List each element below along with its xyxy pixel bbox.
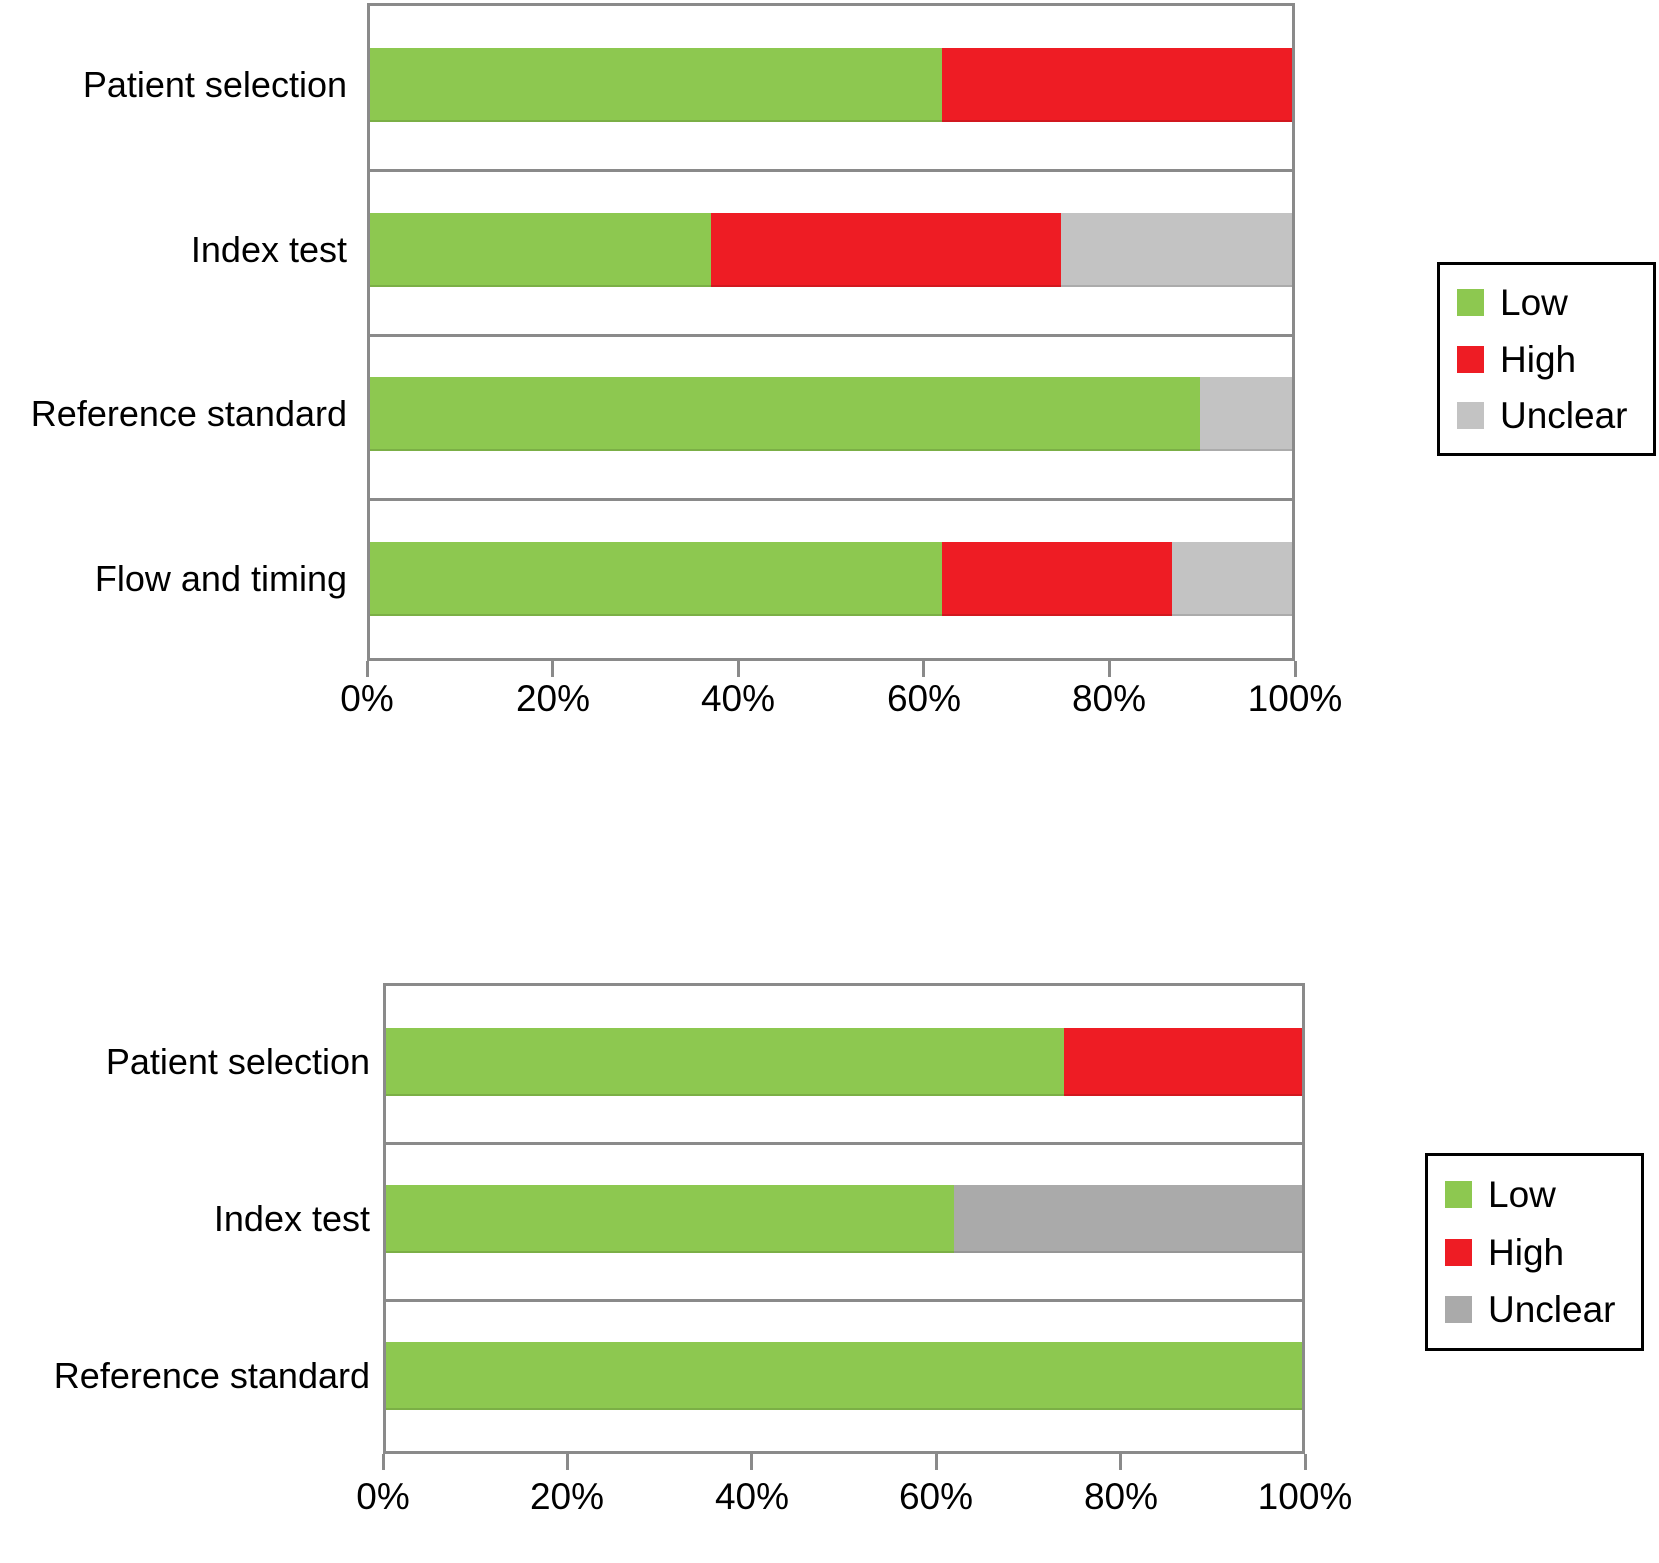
x-axis-tick-label: 0% — [340, 678, 394, 719]
bar-segment-low — [386, 1185, 954, 1253]
x-axis-tick-label: 40% — [714, 1476, 790, 1517]
bar-segment-low — [386, 1028, 1064, 1096]
category-label: Patient selection — [82, 64, 347, 105]
x-axis-tick — [1108, 661, 1111, 677]
legend-label: Unclear — [1488, 1288, 1616, 1330]
x-axis-tick-label: 80% — [1071, 678, 1147, 719]
legend-swatch-low-icon — [1445, 1181, 1472, 1209]
x-axis-tick-label: 0% — [356, 1476, 410, 1517]
legend-top: Low High Unclear — [1437, 262, 1656, 456]
legend-swatch-unclear-icon — [1457, 401, 1484, 429]
bar-top-4 — [370, 542, 1292, 616]
x-axis-tick — [922, 661, 925, 677]
legend-swatch-unclear-icon — [1445, 1295, 1472, 1323]
legend-swatch-high-icon — [1445, 1238, 1472, 1266]
x-axis-tick-label: 20% — [515, 678, 591, 719]
bar-bottom-2 — [386, 1185, 1302, 1253]
x-axis-tick — [935, 1454, 938, 1470]
bar-segment-high — [941, 48, 1292, 122]
x-axis-tick-label: 60% — [898, 1476, 974, 1517]
bar-segment-low — [386, 1342, 1302, 1410]
category-separator — [386, 1142, 1302, 1145]
bar-segment-high — [1063, 1028, 1302, 1096]
legend-bottom: Low High Unclear — [1425, 1153, 1644, 1351]
legend-label: Low — [1500, 282, 1568, 324]
bar-segment-high — [711, 213, 1062, 287]
legend-item-high: High — [1445, 1234, 1641, 1271]
bar-segment-low — [370, 48, 942, 122]
category-label: Reference standard — [30, 393, 347, 434]
bar-segment-low — [370, 542, 942, 616]
x-axis-tick — [366, 661, 369, 677]
bar-segment-unclear — [1172, 542, 1292, 616]
bar-top-1 — [370, 48, 1292, 122]
x-axis-tick-label: 60% — [886, 678, 962, 719]
chart-plot-top — [367, 3, 1295, 661]
chart-plot-bottom — [383, 983, 1305, 1454]
legend-label: Unclear — [1500, 394, 1628, 436]
category-label: Patient selection — [105, 1041, 370, 1082]
category-separator — [386, 1299, 1302, 1302]
bar-top-3 — [370, 377, 1292, 451]
legend-item-unclear: Unclear — [1457, 397, 1653, 434]
category-label: Reference standard — [53, 1355, 370, 1396]
legend-item-low: Low — [1457, 284, 1653, 321]
bar-segment-unclear — [1199, 377, 1292, 451]
x-axis-tick — [1304, 1454, 1307, 1470]
x-axis-tick — [750, 1454, 753, 1470]
legend-swatch-high-icon — [1457, 345, 1484, 373]
legend-swatch-low-icon — [1457, 289, 1484, 317]
category-separator — [370, 498, 1292, 501]
legend-label: High — [1500, 338, 1577, 380]
category-label: Flow and timing — [94, 558, 347, 599]
x-axis-tick-label: 40% — [700, 678, 776, 719]
x-axis-tick — [1294, 661, 1297, 677]
legend-item-high: High — [1457, 341, 1653, 378]
x-axis-tick — [1119, 1454, 1122, 1470]
bar-segment-high — [941, 542, 1173, 616]
x-axis-tick-label: 100% — [1247, 678, 1343, 719]
x-axis-tick — [737, 661, 740, 677]
bar-top-2 — [370, 213, 1292, 287]
bar-segment-unclear — [953, 1185, 1302, 1253]
x-axis-tick-label: 20% — [529, 1476, 605, 1517]
x-axis-tick — [566, 1454, 569, 1470]
legend-label: High — [1488, 1231, 1565, 1273]
category-separator — [370, 169, 1292, 172]
bar-bottom-1 — [386, 1028, 1302, 1096]
bar-bottom-3 — [386, 1342, 1302, 1410]
bar-segment-low — [370, 377, 1200, 451]
x-axis-tick-label: 100% — [1257, 1476, 1353, 1517]
x-axis-tick — [382, 1454, 385, 1470]
legend-item-unclear: Unclear — [1445, 1291, 1641, 1328]
legend-label: Low — [1488, 1174, 1556, 1216]
x-axis-tick-label: 80% — [1083, 1476, 1159, 1517]
category-label: Index test — [190, 229, 347, 270]
x-axis-tick — [551, 661, 554, 677]
category-label: Index test — [213, 1198, 370, 1239]
legend-item-low: Low — [1445, 1176, 1641, 1213]
bar-segment-low — [370, 213, 712, 287]
category-separator — [370, 334, 1292, 337]
bar-segment-unclear — [1061, 213, 1292, 287]
